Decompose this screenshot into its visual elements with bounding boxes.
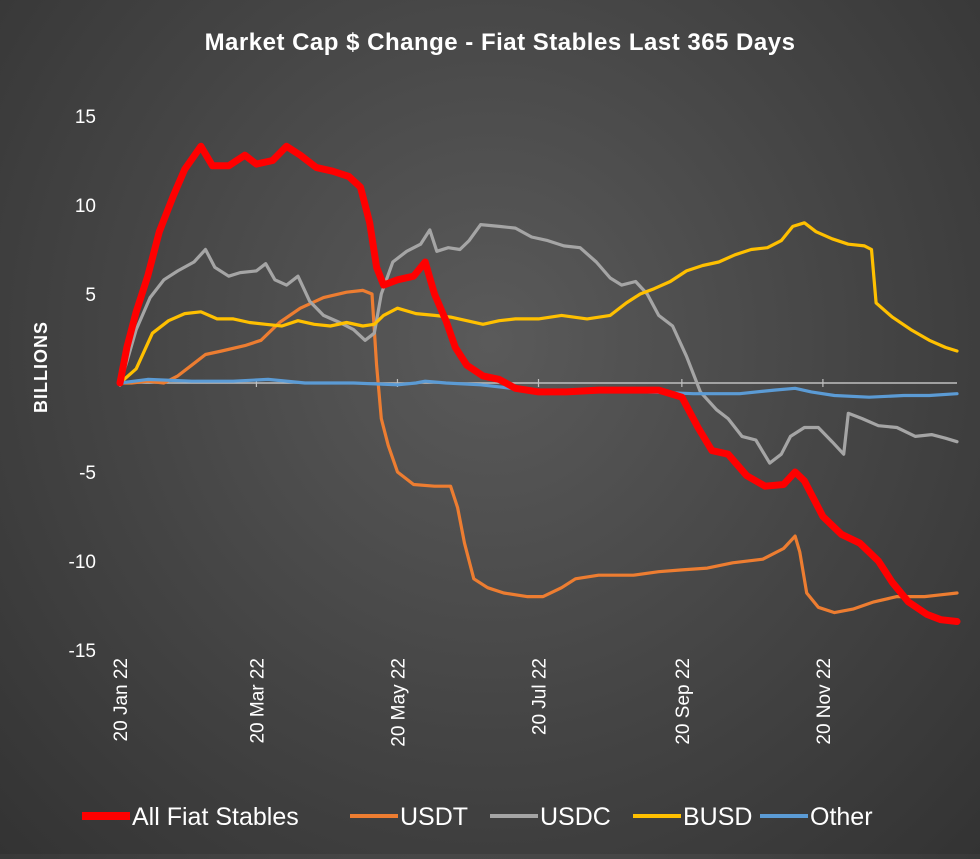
x-tick-label: 20 May 22: [388, 658, 409, 747]
legend-label: USDC: [540, 803, 611, 831]
y-tick-label: -10: [69, 552, 96, 573]
x-tick-label: 20 Mar 22: [247, 658, 268, 744]
axes: 15 10 5 -5 -10 -15 20 Jan 22 20 Mar 22 20 May 22…: [69, 107, 957, 747]
legend-label: Other: [810, 803, 873, 831]
y-tick-label: 5: [85, 285, 96, 306]
legend-item: All Fiat Stables: [82, 803, 299, 831]
x-tick-label: 20 Jul 22: [530, 658, 551, 735]
chart-title: Market Cap $ Change - Fiat Stables Last …: [205, 29, 796, 56]
legend-item: USDT: [350, 803, 468, 831]
legend-label: USDT: [400, 803, 468, 831]
x-tick-label: 20 Jan 22: [111, 658, 132, 741]
legend: All Fiat Stables USDT USDC BUSD Other: [82, 803, 873, 831]
x-tick-label: 20 Sep 22: [673, 658, 694, 745]
series-line-busd: [118, 221, 959, 385]
legend-item: USDC: [490, 803, 611, 831]
legend-item: Other: [760, 803, 873, 831]
legend-item: BUSD: [633, 803, 752, 831]
y-tick-label: 15: [75, 107, 96, 128]
series-line-usdt: [118, 288, 959, 615]
y-axis-label: BILLIONS: [31, 321, 51, 413]
y-tick-label: -5: [79, 463, 96, 484]
series-line-all-fiat-stables: [116, 142, 961, 625]
x-tick-label: 20 Nov 22: [814, 658, 835, 745]
legend-label: All Fiat Stables: [132, 803, 299, 831]
y-tick-label: -15: [69, 641, 96, 662]
series-line-usdc: [118, 223, 959, 465]
y-tick-label: 10: [75, 196, 96, 217]
legend-label: BUSD: [683, 803, 752, 831]
series-layer: [116, 142, 961, 625]
